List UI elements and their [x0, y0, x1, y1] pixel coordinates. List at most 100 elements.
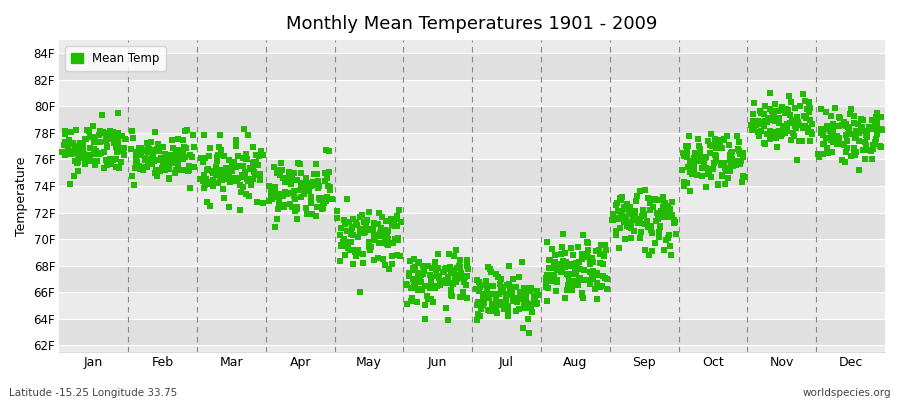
Point [757, 140, 771, 146]
Point [713, 140, 727, 146]
Point [158, 167, 173, 174]
Point [857, 128, 871, 134]
Point [690, 136, 705, 142]
Point [798, 123, 813, 129]
Point [651, 215, 665, 222]
Point [633, 235, 647, 241]
Point [638, 187, 652, 194]
Point [157, 158, 171, 165]
Point [197, 172, 211, 178]
Point [238, 190, 253, 197]
Point [246, 165, 260, 172]
Point [790, 157, 805, 163]
Point [58, 151, 72, 158]
Point [799, 106, 814, 113]
Point [109, 164, 123, 170]
Point [556, 261, 571, 267]
Point [80, 127, 94, 134]
Point [662, 206, 677, 212]
Point [473, 284, 488, 290]
Point [435, 279, 449, 286]
Point [508, 284, 522, 290]
Point [145, 152, 159, 158]
Point [278, 178, 293, 185]
Point [691, 142, 706, 149]
Point [820, 145, 834, 152]
Point [320, 194, 334, 200]
Point [55, 148, 69, 155]
Point [784, 98, 798, 105]
Point [401, 270, 416, 276]
Point [134, 152, 148, 159]
Point [578, 277, 592, 284]
Bar [59, 80, 885, 106]
Point [210, 157, 224, 164]
Point [490, 310, 504, 317]
Point [198, 181, 212, 188]
Point [486, 283, 500, 290]
Point [788, 123, 802, 129]
Point [112, 164, 126, 171]
Point [540, 298, 554, 304]
Point [319, 147, 333, 154]
Point [711, 180, 725, 187]
Text: worldspecies.org: worldspecies.org [803, 388, 891, 398]
Point [317, 200, 331, 206]
Point [176, 150, 190, 156]
Point [779, 109, 794, 116]
Point [377, 240, 392, 246]
Point [616, 219, 631, 226]
Point [760, 115, 775, 121]
Point [431, 265, 446, 271]
Point [372, 210, 386, 216]
Point [566, 252, 580, 258]
Point [282, 168, 296, 175]
Point [454, 270, 469, 276]
Point [546, 262, 561, 268]
Point [293, 182, 308, 189]
Point [633, 216, 647, 222]
Point [376, 230, 391, 237]
Point [158, 151, 172, 157]
Point [379, 230, 393, 237]
Point [538, 280, 553, 286]
Point [246, 160, 260, 166]
Point [729, 158, 743, 164]
Point [239, 156, 254, 162]
Point [868, 126, 882, 133]
Point [624, 219, 638, 226]
Point [88, 162, 103, 168]
Point [374, 225, 389, 231]
Point [716, 172, 730, 179]
Point [66, 148, 80, 154]
Bar [59, 133, 885, 160]
Point [178, 166, 193, 173]
Point [582, 260, 597, 267]
Point [710, 182, 724, 188]
Point [854, 127, 868, 134]
Point [318, 178, 332, 185]
Point [801, 102, 815, 109]
Point [570, 263, 584, 269]
Point [506, 297, 520, 303]
Point [67, 172, 81, 179]
Point [253, 177, 267, 183]
Point [525, 301, 539, 307]
Point [382, 266, 396, 272]
Point [377, 227, 392, 233]
Point [517, 291, 531, 297]
Point [137, 164, 151, 170]
Point [580, 240, 595, 246]
Point [789, 121, 804, 127]
Point [551, 263, 565, 270]
Point [221, 176, 236, 182]
Point [779, 122, 794, 128]
Point [606, 211, 620, 217]
Point [820, 123, 834, 129]
Point [238, 156, 253, 162]
Point [276, 175, 291, 181]
Point [284, 190, 298, 196]
Point [715, 145, 729, 151]
Point [345, 224, 359, 230]
Point [724, 156, 738, 163]
